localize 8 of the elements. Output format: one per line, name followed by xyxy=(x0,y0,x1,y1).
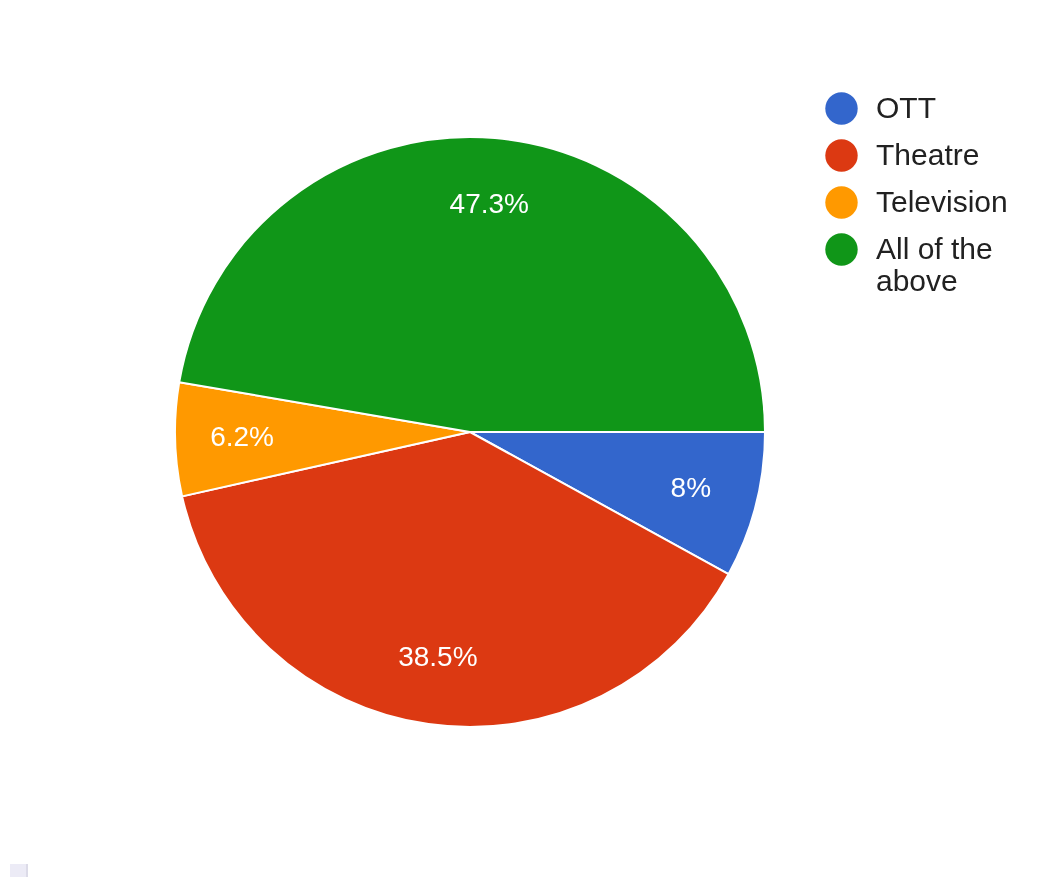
data-label: 38.5% xyxy=(398,640,478,672)
legend-label: OTT xyxy=(876,90,936,124)
data-label: 47.3% xyxy=(449,187,530,219)
data-label: 6.2% xyxy=(210,420,274,452)
legend-label: Theatre xyxy=(876,137,980,171)
data-label: 8% xyxy=(670,471,712,503)
legend-label: All of the above xyxy=(876,231,993,297)
legend-label: Television xyxy=(876,184,1008,218)
